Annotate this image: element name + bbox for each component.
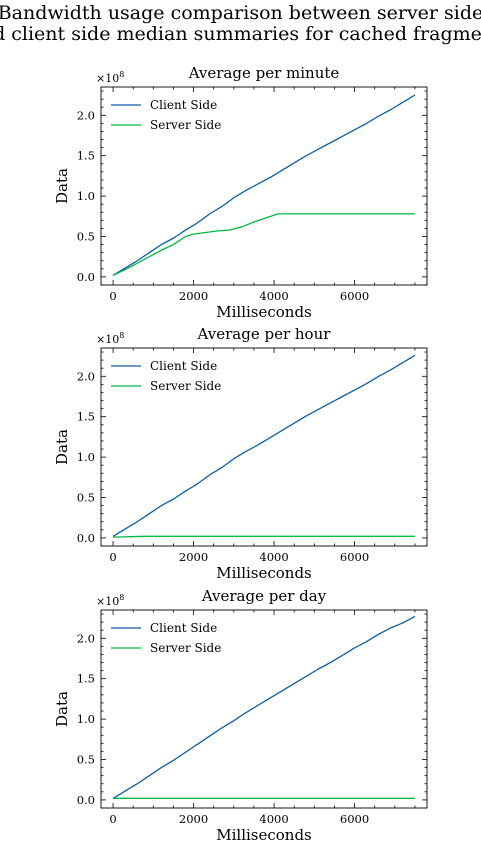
- y-tick-label: 1.5: [77, 149, 95, 163]
- x-axis-label: Milliseconds: [216, 303, 312, 321]
- y-offset-label: ×108: [96, 593, 124, 608]
- legend-label-server: Server Side: [150, 118, 221, 132]
- y-tick-label: 1.0: [77, 450, 95, 464]
- y-offset-label: ×108: [96, 70, 124, 85]
- x-tick-label: 2000: [179, 812, 208, 826]
- y-tick-label: 0.0: [77, 270, 95, 284]
- x-tick-label: 4000: [259, 289, 288, 303]
- y-tick-label: 2.0: [77, 369, 95, 383]
- chart-panel-3: 0 2000 4000 6000 0.0 0.5 1.0 1.5 2.0 ×108 Average …: [53, 587, 428, 844]
- x-tick-label: 6000: [340, 812, 369, 826]
- x-tick-label: 6000: [340, 289, 369, 303]
- legend-label-client: Client Side: [150, 98, 217, 112]
- y-tick-label: 0.5: [77, 491, 95, 505]
- y-tick-label: 0.5: [77, 753, 95, 767]
- x-tick-label: 2000: [179, 550, 208, 564]
- axes-frame: [100, 347, 428, 547]
- series-line-server: [112, 213, 415, 276]
- chart-panels: 0 2000 4000 6000 0.0 0.5 1.0 1.5 2.0 ×108 Average …: [53, 64, 428, 844]
- y-tick-label: 2.0: [77, 108, 95, 122]
- axes-title: Average per hour: [197, 325, 332, 343]
- figure-suptitle-line-1: Bandwidth usage comparison between serve…: [0, 2, 481, 24]
- y-tick-label: 1.5: [77, 672, 95, 686]
- legend-label-client: Client Side: [150, 359, 217, 373]
- axes-frame: [100, 86, 428, 286]
- y-offset-exponent: 8: [119, 331, 124, 340]
- legend-label-client: Client Side: [150, 621, 217, 635]
- chart-panel-2: 0 2000 4000 6000 0.0 0.5 1.0 1.5 2.0 ×108 Average …: [53, 325, 428, 582]
- y-tick-label: 0.0: [77, 531, 95, 545]
- chart-panel-1: 0 2000 4000 6000 0.0 0.5 1.0 1.5 2.0 ×108 Average …: [53, 64, 428, 321]
- y-axis-label: Data: [53, 429, 71, 465]
- x-tick-label: 0: [109, 550, 116, 564]
- legend-label-server: Server Side: [150, 641, 221, 655]
- x-tick-label: 4000: [259, 812, 288, 826]
- legend-label-server: Server Side: [150, 379, 221, 393]
- y-tick-label: 1.5: [77, 410, 95, 424]
- y-offset-exponent: 8: [119, 593, 124, 602]
- series-line-server: [113, 535, 415, 538]
- x-tick-label: 0: [109, 289, 116, 303]
- y-tick-label: 1.0: [77, 712, 95, 726]
- y-tick-label: 2.0: [77, 631, 95, 645]
- x-tick-label: 6000: [340, 550, 369, 564]
- y-axis-label: Data: [53, 691, 71, 727]
- x-tick-label: 4000: [259, 550, 288, 564]
- y-axis-label: Data: [53, 168, 71, 204]
- series-line-client: [112, 615, 416, 799]
- y-tick-label: 0.5: [77, 230, 95, 244]
- y-tick-label: 1.0: [77, 189, 95, 203]
- series-line-client: [112, 94, 416, 276]
- axes-frame: [100, 609, 428, 809]
- series-line-client: [112, 354, 416, 537]
- y-offset-exponent: 8: [119, 70, 124, 79]
- figure-suptitle-line-2: and client side median summaries for cac…: [0, 23, 481, 45]
- x-axis-label: Milliseconds: [216, 564, 312, 582]
- axes-title: Average per minute: [188, 64, 340, 82]
- x-tick-label: 0: [109, 812, 116, 826]
- axes-title: Average per day: [201, 587, 327, 605]
- x-axis-label: Milliseconds: [216, 826, 312, 844]
- y-tick-label: 0.0: [77, 793, 95, 807]
- y-offset-label: ×108: [96, 331, 124, 346]
- x-tick-label: 2000: [179, 289, 208, 303]
